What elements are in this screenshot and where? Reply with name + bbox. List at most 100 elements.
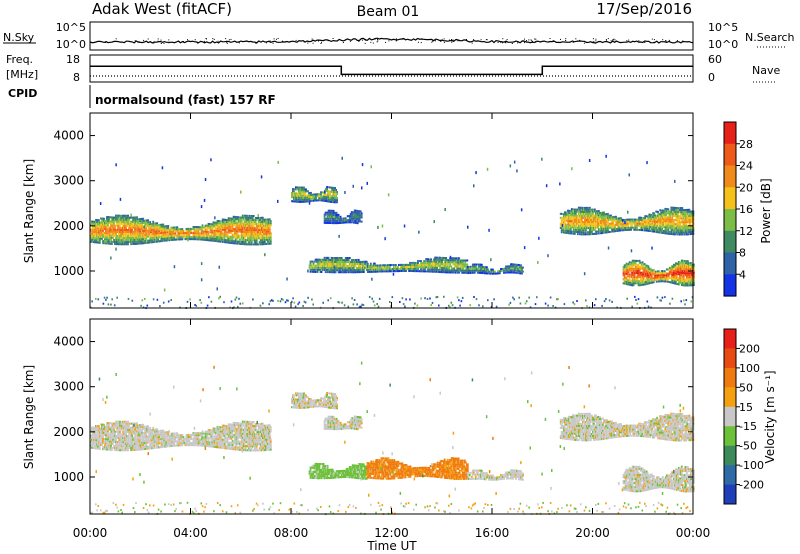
echo-cell (323, 262, 326, 265)
echo-cell (434, 258, 436, 261)
echo-cell (197, 234, 200, 237)
echo-cell (119, 214, 121, 217)
noise-search-dot (153, 42, 155, 44)
echo-cell (458, 267, 461, 270)
echo-cell (339, 269, 342, 272)
echo-cell (441, 258, 443, 261)
echo-cell (327, 192, 329, 195)
echo-cell (112, 226, 114, 229)
echo-cell (208, 227, 211, 230)
echo-cell (149, 221, 152, 224)
echo-cell (331, 267, 334, 270)
echo-cell (593, 222, 595, 225)
echo-cell (253, 231, 256, 234)
echo-cell (669, 214, 672, 217)
echo-cell (258, 231, 261, 234)
echo-cell (139, 222, 141, 225)
echo-cell (119, 220, 121, 223)
echo-cell (476, 269, 479, 272)
echo-cell (122, 227, 124, 229)
echo-cell (212, 221, 215, 224)
echo-cell (347, 261, 350, 264)
echo-cell (449, 269, 452, 272)
echo-cell (192, 232, 195, 235)
noise-search-dot (303, 41, 305, 43)
echo-cell (126, 214, 128, 217)
echo-cell (266, 224, 269, 227)
echo-cell (355, 217, 358, 220)
echo-cell (385, 264, 387, 267)
echo-cell (253, 233, 256, 236)
echo-cell (150, 237, 153, 240)
echo-cell (332, 201, 334, 204)
echo-cell (353, 211, 356, 214)
echo-cell (325, 189, 327, 192)
echo-cell (139, 230, 141, 233)
echo-cell (148, 241, 151, 244)
echo-cell (232, 240, 235, 243)
echo-cell (457, 267, 460, 270)
echo-cell (308, 194, 310, 197)
echo-cell (355, 269, 358, 272)
echo-cell (120, 237, 122, 240)
echo-cell (329, 269, 332, 272)
echo-cell (94, 220, 96, 223)
echo-cell (585, 233, 587, 236)
echo-cell (122, 235, 124, 238)
echo-cell (157, 230, 160, 233)
echo-cell (135, 242, 137, 245)
echo-cell (107, 218, 109, 221)
echo-cell (298, 194, 300, 197)
echo-cell (145, 223, 148, 226)
noise-search-dot (320, 43, 322, 44)
echo-cell (407, 263, 409, 266)
echo-cell (442, 267, 445, 270)
echo-cell (179, 228, 182, 231)
echo-cell (684, 213, 687, 216)
echo-cell (315, 193, 317, 196)
echo-cell (108, 240, 110, 243)
echo-cell (441, 267, 443, 269)
echo-cell (267, 224, 270, 227)
echo-cell (105, 224, 107, 227)
echo-cell (219, 220, 222, 223)
echo-cell (108, 234, 110, 237)
echo-cell (218, 222, 221, 225)
echo-cell (217, 232, 220, 235)
echo-cell (99, 235, 101, 238)
echo-cell (102, 234, 104, 236)
echo-cell (447, 267, 450, 270)
echo-cell (667, 208, 670, 211)
echo-cell (351, 271, 354, 274)
echo-cell (345, 221, 348, 224)
echo-cell (244, 218, 247, 221)
echo-cell (149, 227, 152, 230)
echo-cell (333, 222, 336, 225)
echo-cell (323, 217, 326, 220)
echo-cell (312, 197, 314, 200)
echo-cell (125, 229, 127, 231)
echo-cell (189, 232, 192, 234)
echo-cell (514, 263, 516, 266)
echo-cell (349, 213, 352, 216)
echo-cell (254, 223, 257, 226)
echo-cell (353, 261, 356, 263)
echo-cell (268, 226, 271, 229)
echo-cell (406, 265, 408, 268)
echo-cell (114, 230, 116, 233)
echo-cell (295, 198, 297, 201)
echo-cell (318, 268, 321, 271)
echo-cell (203, 226, 206, 229)
echo-cell (658, 231, 661, 234)
echo-cell (491, 268, 493, 271)
echo-cell (631, 271, 634, 274)
echo-cell (346, 221, 349, 224)
echo-cell (133, 238, 135, 241)
echo-cell (153, 232, 156, 235)
echo-cell (311, 266, 314, 269)
echo-cell (126, 239, 128, 242)
echo-cell (353, 219, 356, 222)
echo-cell (94, 239, 96, 242)
echo-cell (649, 215, 652, 218)
echo-cell (438, 260, 440, 263)
